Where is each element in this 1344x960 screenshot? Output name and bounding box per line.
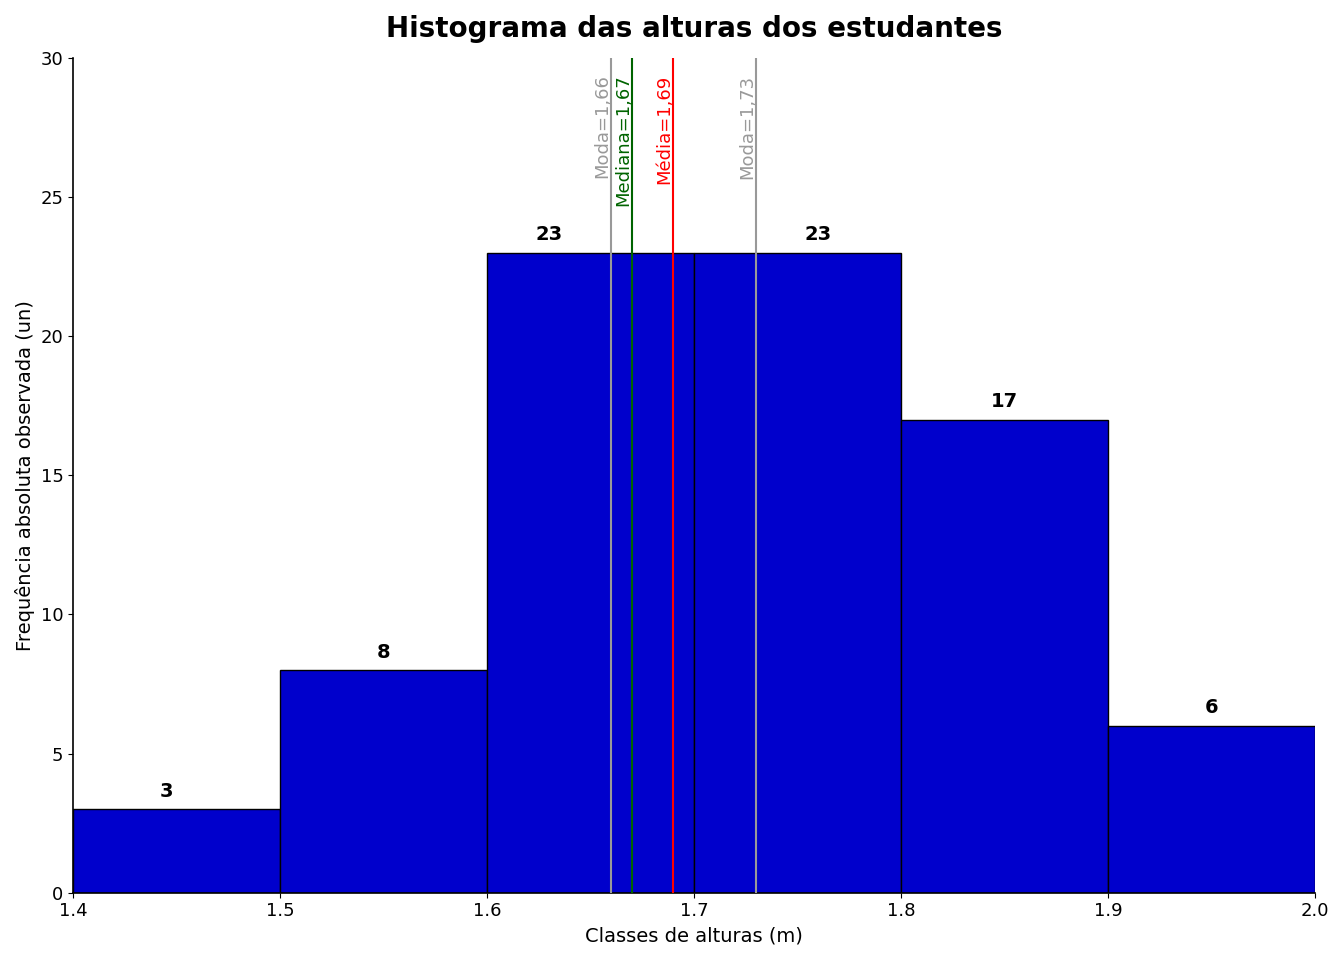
Text: 23: 23: [805, 226, 832, 244]
Text: 23: 23: [536, 226, 563, 244]
Bar: [694, 252, 900, 893]
Text: Moda=1,73: Moda=1,73: [738, 75, 757, 179]
Bar: [1107, 726, 1314, 893]
Bar: [487, 252, 694, 893]
Text: 17: 17: [991, 393, 1017, 411]
Y-axis label: Frequência absoluta observada (un): Frequência absoluta observada (un): [15, 300, 35, 651]
Text: 6: 6: [1204, 698, 1218, 717]
Text: Mediana=1,67: Mediana=1,67: [614, 75, 632, 206]
Text: Média=1,69: Média=1,69: [656, 75, 673, 183]
Text: 8: 8: [376, 643, 391, 661]
Bar: [900, 420, 1107, 893]
Title: Histograma das alturas dos estudantes: Histograma das alturas dos estudantes: [386, 15, 1003, 43]
Text: Moda=1,66: Moda=1,66: [593, 75, 612, 179]
Text: 3: 3: [160, 781, 173, 801]
Bar: [280, 670, 487, 893]
Bar: [74, 809, 280, 893]
X-axis label: Classes de alturas (m): Classes de alturas (m): [585, 926, 802, 945]
